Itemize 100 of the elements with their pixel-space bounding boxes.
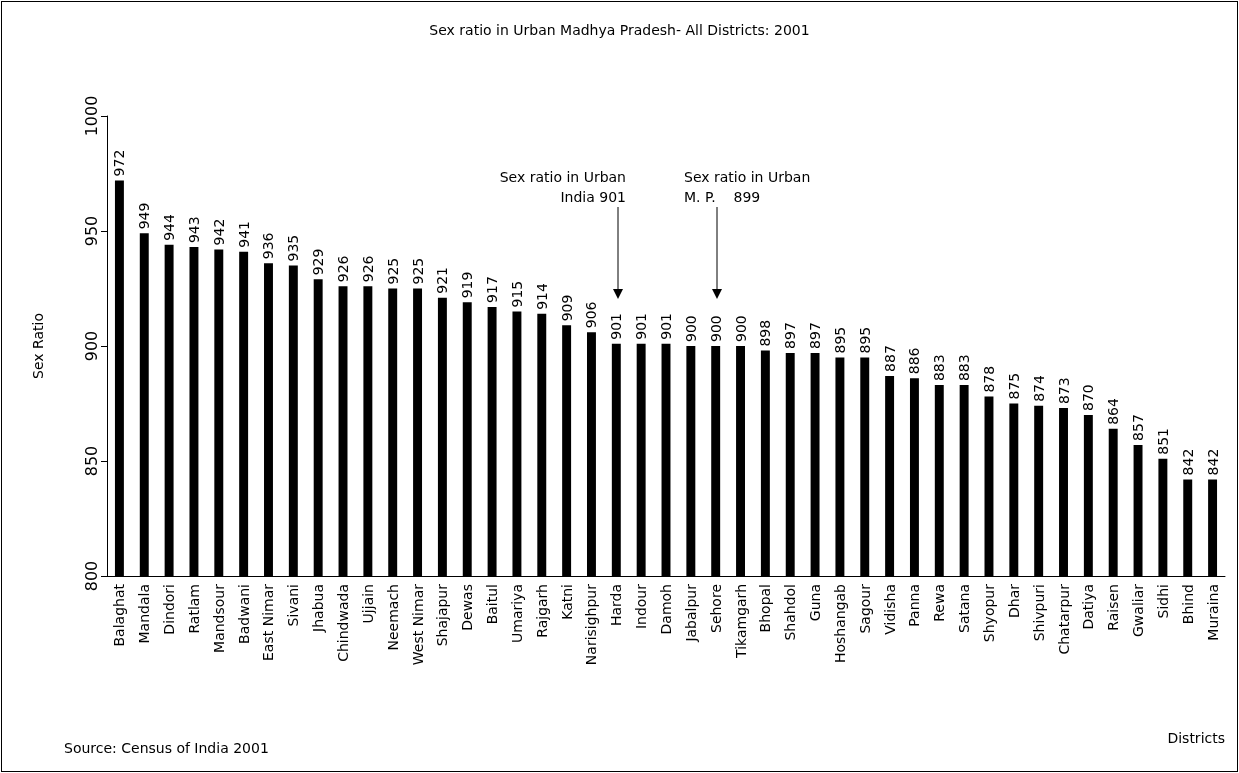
data-label: 842 <box>1179 448 1196 476</box>
x-tick-label: Rajgarh <box>533 584 550 638</box>
data-label: 883 <box>956 354 973 382</box>
x-tick-label: Tikamgarh <box>732 584 749 659</box>
x-tick-label: Katni <box>558 584 575 620</box>
data-label: 921 <box>434 266 451 294</box>
data-label: 897 <box>807 322 824 349</box>
y-axis-title: Sex Ratio <box>30 313 46 379</box>
x-tick-label: Guna <box>807 584 824 622</box>
data-label: 895 <box>831 326 848 354</box>
x-tick-label: Narisighpur <box>583 583 600 666</box>
data-label: 875 <box>1005 372 1022 400</box>
data-label: 900 <box>707 315 724 342</box>
x-tick-label: Shivpuri <box>1030 584 1047 642</box>
x-tick-label: East Nimar <box>260 583 277 661</box>
annotation: Sex ratio in Urban M. P. 899 <box>684 169 811 205</box>
data-label: 857 <box>1130 414 1147 441</box>
data-label: 935 <box>285 234 302 262</box>
x-tick-label: Dewas <box>459 584 476 631</box>
source-note: Source: Census of India 2001 <box>64 740 269 756</box>
x-tick-label: Raisen <box>1105 584 1122 631</box>
x-tick-label: Baitul <box>484 584 501 625</box>
data-label: 874 <box>1030 374 1047 402</box>
x-tick-label: Chindwada <box>335 584 352 662</box>
data-label: 900 <box>682 315 699 342</box>
x-tick-label: Rewa <box>931 584 948 622</box>
data-label: 878 <box>980 365 997 393</box>
data-label: 915 <box>508 280 525 308</box>
data-label: 943 <box>185 216 202 244</box>
x-tick-label: Bhind <box>1179 584 1196 625</box>
data-label: 895 <box>856 326 873 354</box>
x-tick-label: Balaghat <box>111 583 128 647</box>
x-tick-label: Datiya <box>1080 584 1097 630</box>
data-label: 926 <box>359 255 376 283</box>
x-tick-label: Sidhi <box>1154 584 1171 619</box>
y-tick-label: 800 <box>81 560 101 592</box>
data-label: 949 <box>136 202 153 230</box>
x-tick-label: Harda <box>608 584 625 627</box>
data-label: 925 <box>409 257 426 285</box>
data-label: 926 <box>335 255 352 283</box>
x-tick-label: Shahdol <box>782 584 799 641</box>
data-label: 900 <box>732 315 749 342</box>
y-tick-label: 950 <box>81 215 101 247</box>
data-label: 919 <box>459 271 476 299</box>
data-label: 864 <box>1105 397 1122 425</box>
data-label: 936 <box>260 232 277 260</box>
x-tick-label: Hoshangab <box>831 583 848 664</box>
data-label: 906 <box>583 301 600 329</box>
x-tick-label: Gwaliar <box>1130 583 1147 637</box>
x-tick-label: Badwani <box>235 584 252 644</box>
data-label: 886 <box>906 347 923 375</box>
data-label: 909 <box>558 294 575 322</box>
y-tick-label: 900 <box>81 330 101 362</box>
x-tick-label: Muraina <box>1204 584 1221 641</box>
data-label: 842 <box>1204 448 1221 476</box>
data-label: 914 <box>533 282 550 310</box>
x-tick-label: Mandsour <box>210 583 227 653</box>
x-tick-label: West Nimar <box>409 583 426 666</box>
x-tick-label: Jabalpur <box>682 583 699 643</box>
x-tick-label: Neemach <box>384 584 401 651</box>
x-tick-label: Shajapur <box>434 583 451 647</box>
x-tick-label: Bhopal <box>757 584 774 633</box>
y-tick-label: 1000 <box>81 95 101 137</box>
x-tick-label: Sehore <box>707 584 724 633</box>
data-label: 897 <box>782 322 799 349</box>
chart-title: Sex ratio in Urban Madhya Pradesh- All Districts: 2001 <box>429 22 810 38</box>
x-tick-label: Dhar <box>1005 583 1022 618</box>
x-tick-label: Umariya <box>508 584 525 643</box>
x-tick-label: Sivani <box>285 584 302 627</box>
data-label: 887 <box>881 345 898 372</box>
x-tick-label: Vidisha <box>881 584 898 635</box>
data-label: 929 <box>310 248 327 276</box>
data-label: 883 <box>931 354 948 382</box>
data-label: 925 <box>384 257 401 285</box>
x-tick-label: Dindori <box>161 584 178 635</box>
data-label: 901 <box>658 312 674 340</box>
x-tick-label: Ratlam <box>185 584 202 634</box>
data-label: 898 <box>757 319 774 347</box>
data-label: 942 <box>210 218 227 246</box>
annotation: Sex ratio in Urban India 901 <box>499 169 626 205</box>
data-label: 873 <box>1055 377 1072 405</box>
data-label: 901 <box>608 312 625 340</box>
data-label: 917 <box>484 276 501 303</box>
y-tick-label: 850 <box>81 445 101 477</box>
x-tick-label: Sagour <box>856 583 873 634</box>
x-tick-label: Jhabua <box>310 584 327 633</box>
data-label: 941 <box>235 220 252 248</box>
x-axis-title: Districts <box>1167 730 1226 746</box>
x-tick-label: Ujjain <box>359 584 376 624</box>
data-label: 901 <box>633 312 650 340</box>
x-tick-label: Indour <box>633 583 650 630</box>
data-label: 972 <box>111 149 128 177</box>
data-label: 944 <box>161 213 178 241</box>
x-tick-label: Damoh <box>658 584 674 635</box>
data-label: 870 <box>1080 384 1097 411</box>
x-tick-label: Satana <box>956 584 973 633</box>
x-tick-label: Chatarpur <box>1055 583 1072 655</box>
data-label: 851 <box>1154 427 1171 455</box>
x-tick-label: Panna <box>906 584 923 627</box>
x-tick-label: Mandala <box>136 584 153 644</box>
